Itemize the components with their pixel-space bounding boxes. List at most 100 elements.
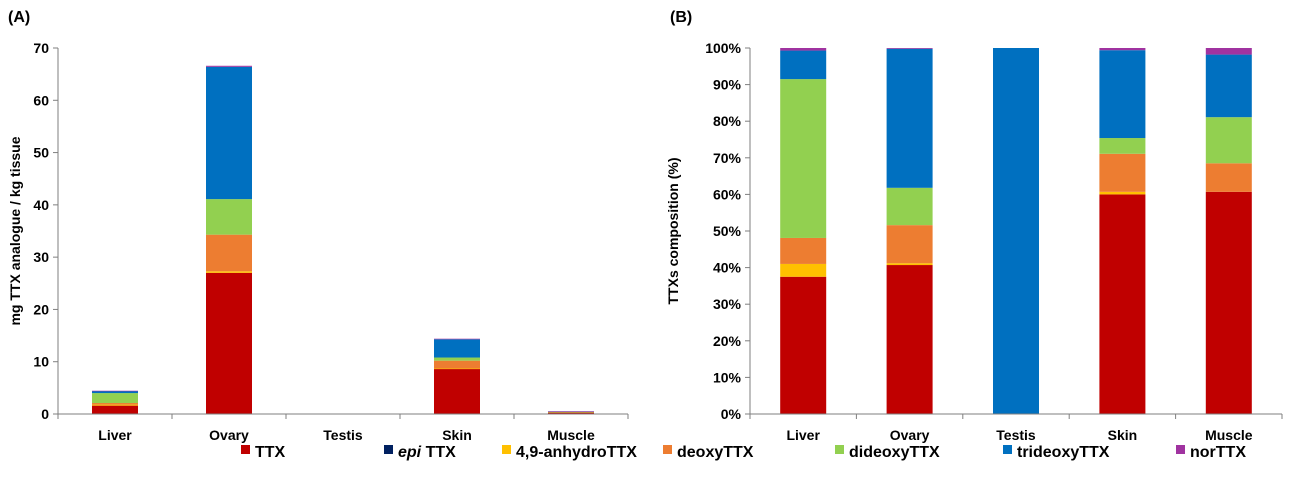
legend: TTX epi TTX 4,9-anhydroTTX deoxyTTX dideoxyT… — [241, 444, 1246, 461]
panel-a-bar-liver-ttx — [92, 405, 138, 414]
panel-b-x-tick-label: Muscle — [1205, 427, 1253, 443]
panel-a-bar-ovary-4-9-anhydrottx — [206, 271, 252, 273]
panel-a-bar-muscle-dideoxyttx — [548, 411, 594, 413]
legend-swatch — [663, 445, 672, 454]
legend-swatch — [835, 445, 844, 454]
panel-b-bars — [780, 48, 1252, 414]
panel-b-bar-muscle-norttx — [1205, 48, 1252, 55]
panel-a-bar-skin-ttx — [434, 369, 480, 414]
panel-a-bar-skin-dideoxyttx — [434, 357, 480, 361]
panel-a-bars — [92, 65, 594, 414]
panel-b-bar-liver-deoxyttx — [780, 237, 827, 264]
legend-label: TTX — [255, 444, 286, 461]
panel-a-bar-liver-trideoxyttx — [92, 390, 138, 394]
panel-a-x-tick-label: Skin — [442, 427, 472, 443]
panel-b-bar-ovary-4-9-anhydrottx — [886, 263, 933, 266]
panel-b-y-tick-label: 20% — [713, 333, 742, 349]
panel-b-y-axis-title: TTXs composition (%) — [665, 158, 681, 305]
panel-b-y-tick-label: 10% — [713, 369, 742, 385]
panel-b-y-tick-label: 90% — [713, 77, 742, 93]
panel-a-x-tick-label: Liver — [98, 427, 132, 443]
panel-b-y-tick-label: 60% — [713, 186, 742, 202]
panel-b-x-tick-label: Skin — [1108, 427, 1138, 443]
panel-b-bar-liver-ttx — [780, 276, 827, 414]
panel-b-bar-liver-norttx — [780, 48, 827, 51]
panel-a-bar-ovary-ttx — [206, 272, 252, 414]
panel-b-bar-skin-4-9-anhydrottx — [1099, 191, 1146, 195]
panel-a-y-tick-label: 50 — [33, 145, 49, 161]
panel-b-bar-skin-norttx — [1099, 48, 1146, 51]
panel-b-bar-skin-trideoxyttx — [1099, 50, 1146, 139]
panel-a-bar-skin-trideoxyttx — [434, 339, 480, 358]
panel-a-bar-ovary-norttx — [206, 65, 252, 67]
legend-swatch — [1176, 445, 1185, 454]
legend-label: deoxyTTX — [677, 444, 754, 461]
panel-b-bar-skin-ttx — [1099, 194, 1146, 414]
panel-a-y-tick-label: 40 — [33, 197, 49, 213]
panel-a-y-tick-label: 0 — [41, 406, 49, 422]
legend-label: norTTX — [1190, 444, 1246, 461]
panel-a-bar-skin-norttx — [434, 338, 480, 340]
panel-a-y-axis-title: mg TTX analogue / kg tissue — [7, 136, 23, 325]
panel-b-bar-muscle-dideoxyttx — [1205, 117, 1252, 164]
legend-label: dideoxyTTX — [849, 444, 940, 461]
panel-a-y-tick-label: 60 — [33, 92, 49, 108]
panel-a-y-tick-label: 70 — [33, 40, 49, 56]
panel-b-bar-liver-4-9-anhydrottx — [780, 263, 827, 277]
panel-b-label: (B) — [670, 9, 692, 26]
legend-label: 4,9-anhydroTTX — [516, 444, 637, 461]
panel-a-bar-ovary-trideoxyttx — [206, 66, 252, 200]
panel-a-bar-skin-4-9-anhydrottx — [434, 368, 480, 370]
panel-b-y-tick-label: 100% — [705, 40, 741, 56]
panel-b-chart: (B) 0% 10% 20% 30% 40% 50% 60% 70% 80% 90% 100% Li… — [665, 9, 1283, 443]
panel-a-x-tick-label: Ovary — [209, 427, 249, 443]
panel-b-y-tick-label: 70% — [713, 150, 742, 166]
panel-a-y-tick-label: 20 — [33, 301, 49, 317]
panel-b-x-tick-label: Liver — [786, 427, 820, 443]
panel-b-bar-muscle-ttx — [1205, 191, 1252, 414]
panel-b-x-tick-label: Ovary — [890, 427, 930, 443]
panel-b-x-tick-label: Testis — [996, 427, 1036, 443]
panel-a-bar-liver-dideoxyttx — [92, 393, 138, 404]
panel-b-bar-ovary-norttx — [886, 48, 933, 49]
panel-a-x-tick-label: Muscle — [547, 427, 595, 443]
panel-a-bar-muscle-norttx — [548, 411, 594, 412]
panel-b-bar-muscle-trideoxyttx — [1205, 54, 1252, 118]
panel-b-bar-testis-trideoxyttx — [993, 48, 1039, 414]
panel-a-bar-liver-norttx — [92, 390, 138, 392]
panel-a-bar-ovary-dideoxyttx — [206, 199, 252, 235]
panel-a-y-tick-label: 30 — [33, 249, 49, 265]
panel-b-bar-liver-trideoxyttx — [780, 50, 827, 80]
panel-a-bar-skin-deoxyttx — [434, 360, 480, 369]
panel-a-bar-liver-deoxyttx — [92, 403, 138, 405]
panel-a-bar-liver-4-9-anhydrottx — [92, 404, 138, 406]
panel-b-y-tick-label: 0% — [721, 406, 742, 422]
panel-a-axes — [57, 48, 628, 415]
legend-swatch — [502, 445, 511, 454]
panel-b-bar-ovary-ttx — [886, 265, 933, 414]
panel-b-bar-ovary-trideoxyttx — [886, 48, 933, 188]
legend-swatch — [241, 445, 250, 454]
panel-b-y-tick-label: 50% — [713, 223, 742, 239]
legend-label: trideoxyTTX — [1017, 444, 1110, 461]
panel-a-bar-ovary-deoxyttx — [206, 234, 252, 272]
legend-label: epi TTX — [398, 444, 456, 461]
legend-swatch — [384, 445, 393, 454]
panel-b-bar-ovary-deoxyttx — [886, 225, 933, 264]
panel-b-y-tick-label: 80% — [713, 113, 742, 129]
panel-a-bar-muscle-deoxyttx — [548, 412, 594, 413]
panel-b-bar-liver-dideoxyttx — [780, 79, 827, 238]
panel-a-x-tick-label: Testis — [323, 427, 363, 443]
panel-b-bar-ovary-dideoxyttx — [886, 187, 933, 226]
panel-b-bar-skin-deoxyttx — [1099, 153, 1146, 192]
legend-swatch — [1003, 445, 1012, 454]
panel-a-label: (A) — [8, 9, 30, 26]
panel-b-bar-skin-dideoxyttx — [1099, 138, 1146, 154]
panel-a-chart: (A) 0 10 20 30 40 50 60 70 Liver Ovary Testis Skin… — [7, 9, 629, 443]
panel-b-y-tick-label: 40% — [713, 260, 742, 276]
panel-a-y-tick-label: 10 — [33, 354, 49, 370]
panel-b-bar-muscle-deoxyttx — [1205, 163, 1252, 192]
panel-b-y-tick-label: 30% — [713, 296, 742, 312]
panel-a-bar-muscle-ttx — [548, 412, 594, 414]
